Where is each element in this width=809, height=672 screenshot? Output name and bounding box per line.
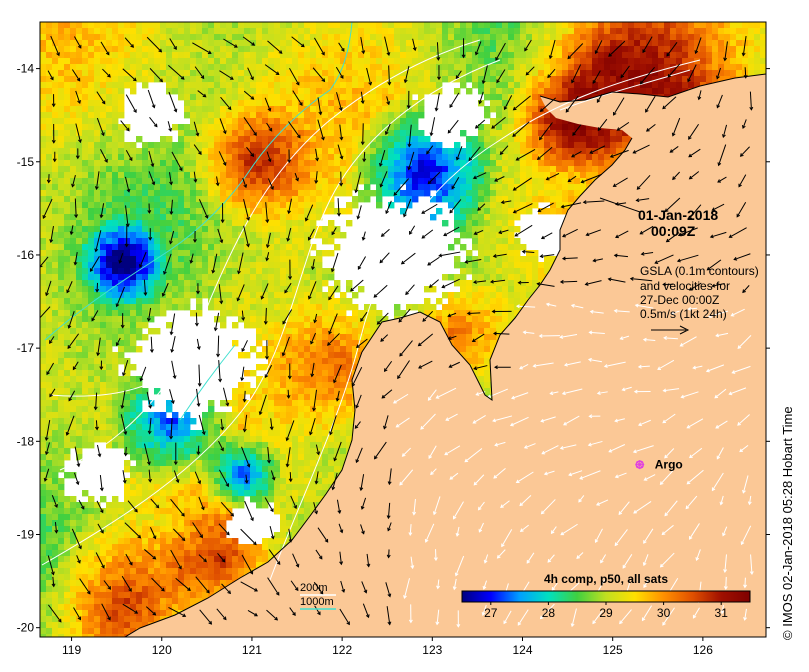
colorbar-tick-label: 29 xyxy=(599,606,613,620)
argo-marker: Argo xyxy=(635,458,683,472)
coastline xyxy=(124,73,766,637)
lat-tick-label: -16 xyxy=(17,248,35,262)
colorbar-tick-label: 27 xyxy=(484,606,498,620)
gsla-line2: and velocities for xyxy=(640,279,730,293)
lat-tick-label: -19 xyxy=(17,528,35,542)
colorbar-tick-label: 28 xyxy=(542,606,556,620)
map-frame xyxy=(39,21,767,638)
colorbar-title: 4h comp, p50, all sats xyxy=(544,572,668,586)
bathymetry-1000m xyxy=(44,22,353,421)
colorbar-tick-label: 30 xyxy=(657,606,671,620)
credit-text: © IMOS 02-Jan-2018 05:28 Hobart Time xyxy=(780,406,795,640)
gsla-contours xyxy=(41,39,701,581)
argo-label: Argo xyxy=(655,458,683,472)
lon-tick-label: 122 xyxy=(332,643,352,657)
datetime-line1: 01-Jan-2018 xyxy=(638,207,718,223)
lon-tick-label: 126 xyxy=(693,643,713,657)
gsla-line4: 0.5m/s (1kt 24h) xyxy=(640,307,727,321)
velocity-vectors xyxy=(40,35,754,628)
gsla-line1: GSLA (0.1m contours) xyxy=(640,264,759,278)
lon-tick-label: 120 xyxy=(152,643,172,657)
land xyxy=(125,74,766,637)
argo-float-symbol xyxy=(635,460,645,470)
axes: -14 -15 -16 -17 -18 -19 -20 119 120 121 122 123 124 1… xyxy=(17,62,770,657)
colorbar-ticks: 27 28 29 30 31 xyxy=(484,602,728,620)
lat-tick-label: -14 xyxy=(17,62,35,76)
bathymetry-legend: 200m 1000m xyxy=(300,582,336,610)
lat-tick-label: -15 xyxy=(17,155,35,169)
lat-tick-label: -20 xyxy=(17,621,35,635)
lon-tick-label: 119 xyxy=(62,643,81,657)
datetime-line2: 00:09Z xyxy=(651,223,696,239)
lon-tick-label: 125 xyxy=(603,643,623,657)
scale-arrow-head xyxy=(679,325,690,335)
bathy-1000m-label: 1000m xyxy=(300,596,334,608)
gsla-line3: 27-Dec 00:00Z xyxy=(640,293,719,307)
datetime-annotation: 01-Jan-2018 00:09Z xyxy=(599,197,718,239)
lat-tick-label: -17 xyxy=(17,341,35,355)
bathy-200m-label: 200m xyxy=(300,582,328,594)
lon-tick-label: 121 xyxy=(242,643,262,657)
lon-tick-label: 123 xyxy=(422,643,442,657)
lon-tick-label: 124 xyxy=(512,643,532,657)
lat-tick-label: -18 xyxy=(17,434,35,448)
colorbar: 4h comp, p50, all sats 27 28 29 30 31 xyxy=(461,572,751,620)
gsla-annotation: GSLA (0.1m contours) and velocities for … xyxy=(640,264,759,335)
colorbar-gradient xyxy=(461,590,751,603)
colorbar-tick-label: 31 xyxy=(715,606,729,620)
